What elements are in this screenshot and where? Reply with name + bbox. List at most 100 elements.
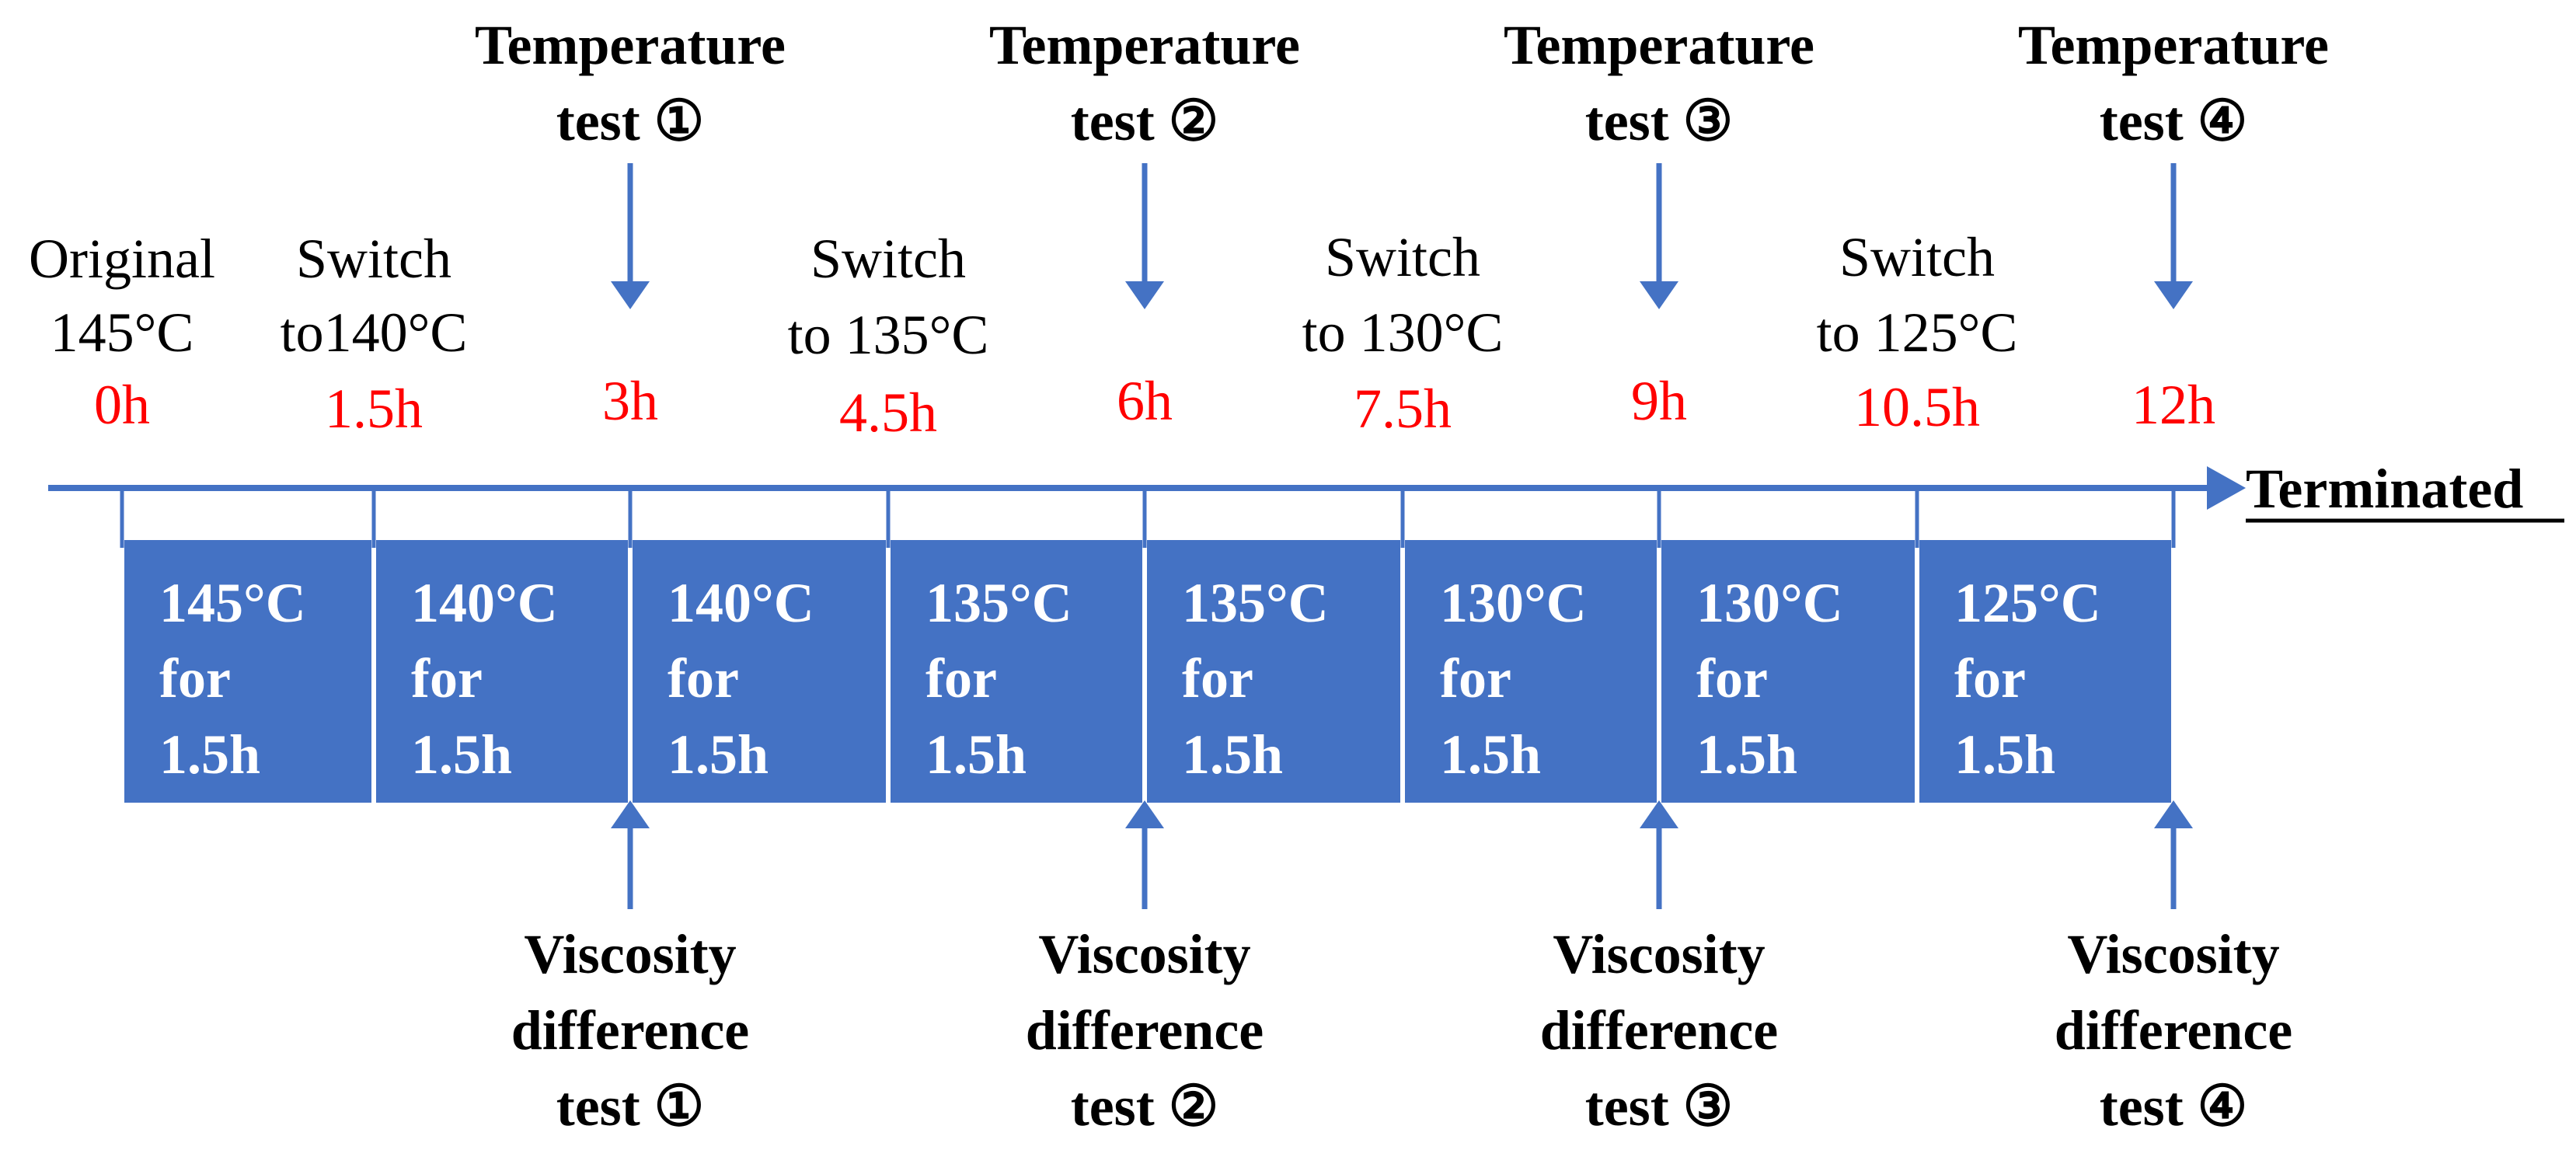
switch-event-label: Original 145°C [29, 228, 215, 364]
temperature-test-line1: Temperature [989, 14, 1300, 76]
duration-segment: 135°C for 1.5h [1147, 540, 1400, 803]
switch-event-label: Switch to 135°C [788, 228, 989, 366]
segment-duration: 1.5h [1182, 723, 1283, 786]
duration-segment-box [1405, 540, 1657, 803]
segment-duration: 1.5h [159, 723, 260, 786]
viscosity-test-line1: Viscosity [1553, 923, 1765, 985]
switch-event-line1: Switch [1839, 226, 1995, 288]
segment-for: for [668, 647, 739, 709]
viscosity-test-arrow [1125, 800, 1164, 909]
temperature-test-arrow [1640, 163, 1678, 309]
segment-for: for [925, 647, 997, 709]
temperature-test-arrow [1125, 163, 1164, 309]
viscosity-test-line2: difference [1540, 999, 1779, 1061]
duration-segment-box [891, 540, 1142, 803]
duration-segment: 145°C for 1.5h [124, 540, 371, 803]
segment-temperature: 130°C [1696, 572, 1843, 634]
viscosity-test-arrow [2154, 800, 2193, 909]
viscosity-test-label: Viscosity difference test ④ [2055, 800, 2293, 1138]
segment-for: for [1954, 647, 2026, 709]
duration-segment: 130°C for 1.5h [1405, 540, 1657, 803]
viscosity-test-line2: difference [511, 999, 750, 1061]
switch-event-label: Switch to140°C [281, 228, 468, 364]
duration-segment: 140°C for 1.5h [633, 540, 886, 803]
time-label: 7.5h [1354, 378, 1452, 440]
time-label: 3h [602, 370, 658, 432]
viscosity-test-line2: difference [2055, 999, 2293, 1061]
duration-segment-box [124, 540, 371, 803]
segment-temperature: 130°C [1440, 572, 1587, 634]
temperature-test-label: Temperature test ② [989, 14, 1300, 309]
segment-duration: 1.5h [1440, 723, 1541, 786]
viscosity-test-line3: test ④ [2100, 1075, 2247, 1138]
switch-event-line1: Switch [1325, 226, 1480, 288]
segment-duration: 1.5h [1696, 723, 1797, 786]
duration-segment: 125°C for 1.5h [1919, 540, 2171, 803]
terminated-label: Terminated [2246, 458, 2523, 520]
duration-segment-box [1919, 540, 2171, 803]
viscosity-test-line1: Viscosity [1038, 923, 1250, 985]
temperature-test-label: Temperature test ① [475, 14, 786, 309]
segment-temperature: 140°C [668, 572, 814, 634]
segment-duration: 1.5h [668, 723, 769, 786]
time-label: 12h [2132, 374, 2215, 436]
viscosity-test-line3: test ③ [1585, 1075, 1733, 1138]
viscosity-test-line3: test ② [1071, 1075, 1218, 1138]
switch-event-line2: to 125°C [1817, 301, 2018, 364]
segment-temperature: 125°C [1954, 572, 2101, 634]
segment-duration: 1.5h [411, 723, 512, 786]
segment-for: for [1182, 647, 1253, 709]
duration-segment-box [633, 540, 886, 803]
viscosity-test-line1: Viscosity [524, 923, 736, 985]
temperature-test-line1: Temperature [1504, 14, 1814, 76]
timeline-arrowhead [2207, 466, 2246, 510]
segment-temperature: 145°C [159, 572, 306, 634]
temperature-test-line2: test ① [556, 90, 704, 152]
time-label: 4.5h [839, 382, 937, 444]
time-label: 9h [1631, 370, 1687, 432]
time-label: 10.5h [1854, 376, 1980, 438]
temperature-test-line1: Temperature [475, 14, 786, 76]
duration-segment-box [376, 540, 628, 803]
temperature-test-label: Temperature test ④ [2018, 14, 2329, 309]
viscosity-test-line3: test ① [556, 1075, 704, 1138]
switch-event-line2: to 130°C [1302, 301, 1504, 364]
segment-duration: 1.5h [1954, 723, 2055, 786]
switch-event-label: Switch to 130°C [1302, 226, 1504, 364]
duration-segment-box [1147, 540, 1400, 803]
time-label: 0h [94, 374, 150, 436]
time-label: 6h [1117, 370, 1173, 432]
segment-duration: 1.5h [925, 723, 1027, 786]
segment-temperature: 135°C [1182, 572, 1329, 634]
switch-event-line2: 145°C [51, 301, 194, 364]
segment-for: for [1696, 647, 1768, 709]
temperature-test-label: Temperature test ③ [1504, 14, 1814, 309]
temperature-test-line1: Temperature [2018, 14, 2329, 76]
temperature-test-line2: test ② [1071, 90, 1218, 152]
segment-temperature: 135°C [925, 572, 1072, 634]
time-label: 1.5h [325, 378, 423, 440]
segment-temperature: 140°C [411, 572, 558, 634]
duration-segment: 140°C for 1.5h [376, 540, 628, 803]
temperature-test-line2: test ④ [2100, 90, 2247, 152]
viscosity-test-arrow [611, 800, 650, 909]
switch-event-line2: to140°C [281, 301, 468, 364]
viscosity-test-label: Viscosity difference test ② [1026, 800, 1264, 1138]
temperature-test-arrow [2154, 163, 2193, 309]
switch-event-line2: to 135°C [788, 304, 989, 366]
duration-segment: 135°C for 1.5h [891, 540, 1142, 803]
segment-for: for [1440, 647, 1511, 709]
viscosity-test-arrow [1640, 800, 1678, 909]
temperature-test-arrow [611, 163, 650, 309]
switch-event-line1: Switch [296, 228, 451, 290]
switch-event-line1: Switch [810, 228, 966, 290]
viscosity-test-label: Viscosity difference test ③ [1540, 800, 1779, 1138]
switch-event-line1: Original [29, 228, 215, 290]
viscosity-test-label: Viscosity difference test ① [511, 800, 750, 1138]
duration-segment: 130°C for 1.5h [1661, 540, 1915, 803]
segment-for: for [159, 647, 231, 709]
viscosity-test-line1: Viscosity [2067, 923, 2279, 985]
duration-segment-box [1661, 540, 1915, 803]
segment-for: for [411, 647, 483, 709]
